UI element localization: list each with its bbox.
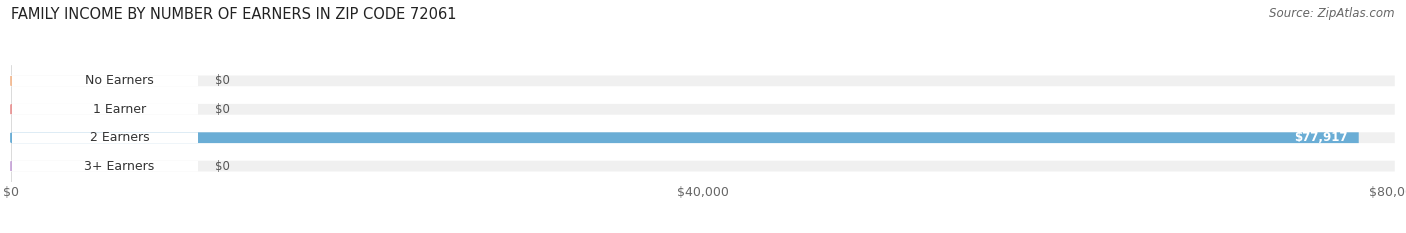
Text: No Earners: No Earners bbox=[86, 74, 153, 87]
Text: $0: $0 bbox=[215, 160, 229, 173]
Text: Source: ZipAtlas.com: Source: ZipAtlas.com bbox=[1270, 7, 1395, 20]
FancyBboxPatch shape bbox=[11, 75, 1395, 86]
FancyBboxPatch shape bbox=[11, 161, 1395, 171]
FancyBboxPatch shape bbox=[11, 161, 198, 171]
Text: 3+ Earners: 3+ Earners bbox=[84, 160, 155, 173]
Text: FAMILY INCOME BY NUMBER OF EARNERS IN ZIP CODE 72061: FAMILY INCOME BY NUMBER OF EARNERS IN ZI… bbox=[11, 7, 457, 22]
FancyBboxPatch shape bbox=[11, 132, 1395, 143]
Text: $77,917: $77,917 bbox=[1294, 131, 1348, 144]
FancyBboxPatch shape bbox=[11, 104, 198, 115]
FancyBboxPatch shape bbox=[11, 104, 1395, 115]
Text: 2 Earners: 2 Earners bbox=[90, 131, 149, 144]
Text: 1 Earner: 1 Earner bbox=[93, 103, 146, 116]
Text: $0: $0 bbox=[215, 103, 229, 116]
FancyBboxPatch shape bbox=[11, 75, 198, 86]
FancyBboxPatch shape bbox=[11, 132, 1358, 143]
FancyBboxPatch shape bbox=[11, 132, 198, 143]
Text: $0: $0 bbox=[215, 74, 229, 87]
